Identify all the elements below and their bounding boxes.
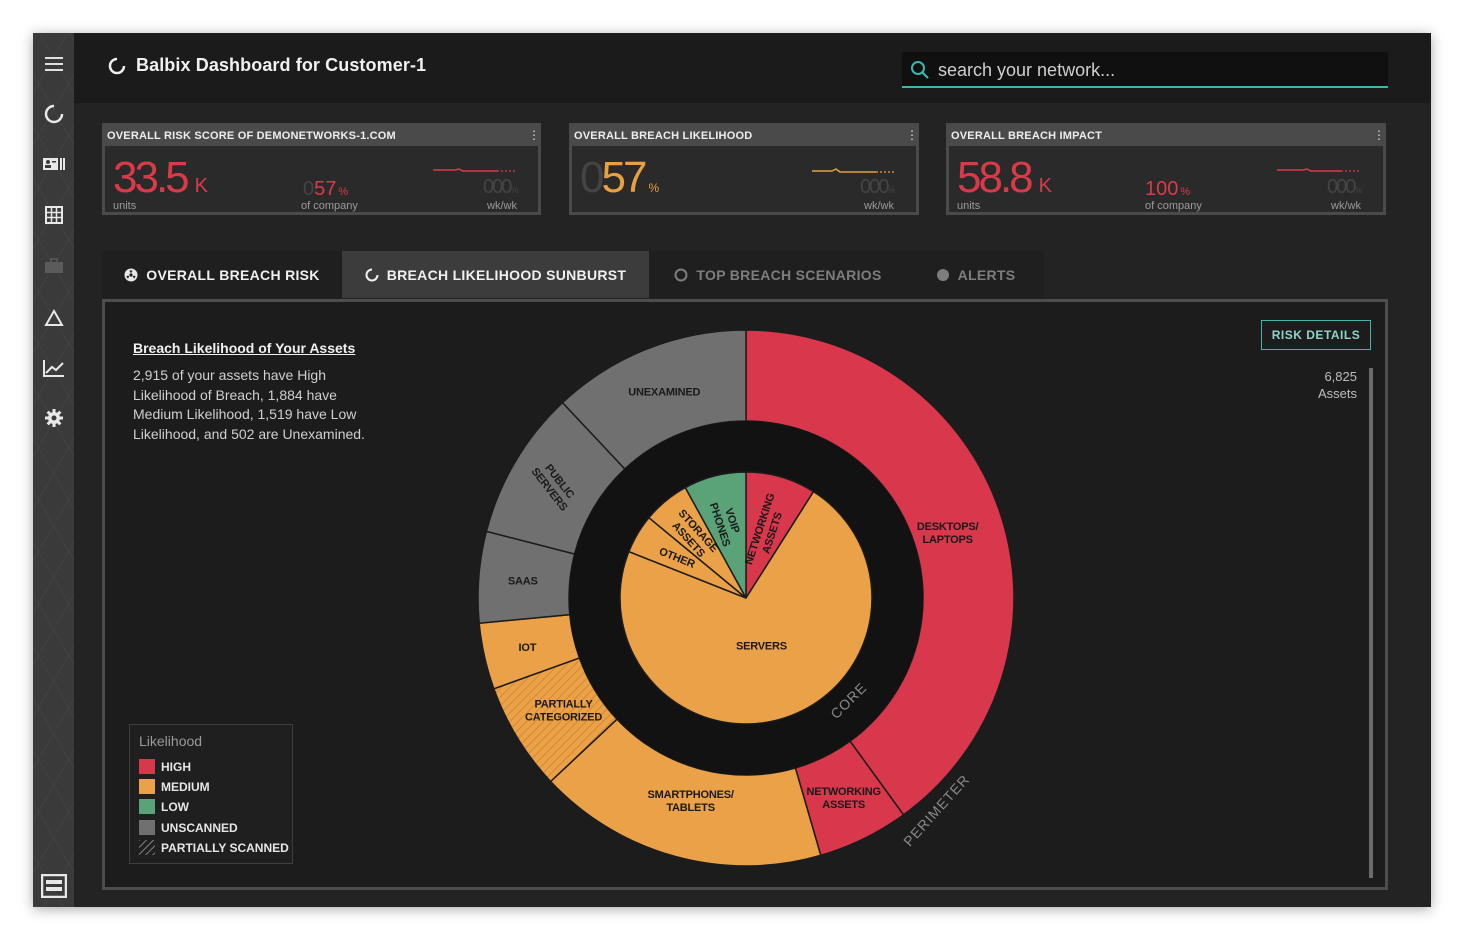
panel-description: 2,915 of your assets have High Likelihoo… xyxy=(133,367,365,442)
legend-item-partially-scanned[interactable]: PARTIALLY SCANNED xyxy=(139,840,289,855)
legend-item-unscanned[interactable]: UNSCANNED xyxy=(139,820,238,835)
sunburst-chart: DESKTOPS/LAPTOPS NETWORKING ASSETS SMARTPHO… xyxy=(477,329,1015,867)
header: Balbix Dashboard for Customer-1 xyxy=(74,33,1431,103)
kpi-value-sub: units xyxy=(957,200,981,212)
briefcase-icon[interactable] xyxy=(41,253,67,279)
dashboard-window: Balbix Dashboard for Customer-1 OVERALL … xyxy=(33,33,1431,907)
menu-icon[interactable] xyxy=(41,51,67,77)
kpi-wk-label: wk/wk xyxy=(864,200,894,212)
kpi-title: OVERALL RISK SCORE OF DEMONETWORKS-1.COM xyxy=(105,126,538,146)
kpi-title: OVERALL BREACH IMPACT xyxy=(949,126,1383,146)
kpi-wk-change: 000% xyxy=(483,176,519,198)
kpi-card-risk-score: OVERALL RISK SCORE OF DEMONETWORKS-1.COM… xyxy=(102,123,541,215)
swatch-low xyxy=(139,799,155,814)
tab-alerts[interactable]: ALERTS xyxy=(907,251,1044,298)
legend-item-medium[interactable]: MEDIUM xyxy=(139,779,210,794)
circle-outline-icon xyxy=(674,268,688,281)
legend-item-low[interactable]: LOW xyxy=(139,799,189,814)
kpi-percent-sub: of company xyxy=(301,200,358,212)
legend-item-high[interactable]: HIGH xyxy=(139,759,191,774)
sunburst-panel: Breach Likelihood of Your Assets 2,915 o… xyxy=(102,299,1388,890)
kpi-value: 057% xyxy=(580,153,660,202)
layout-icon[interactable] xyxy=(41,873,67,899)
segment-label-partially-categorized: PARTIALLY CATEGORIZED xyxy=(525,698,602,723)
swatch-high xyxy=(139,759,155,774)
page-title: Balbix Dashboard for Customer-1 xyxy=(136,55,427,75)
segment-label-iot: IOT xyxy=(519,642,537,654)
segment-label-saas: SAAS xyxy=(508,575,538,587)
asset-count-label: Assets xyxy=(1317,386,1357,401)
asset-scale-bar xyxy=(1369,368,1373,878)
title-area: Balbix Dashboard for Customer-1 xyxy=(108,55,426,76)
perimeter-ring xyxy=(477,329,1015,867)
legend-title: Likelihood xyxy=(139,733,203,749)
kpi-percent: 057% xyxy=(303,178,349,200)
sparkline xyxy=(433,168,517,172)
circle-filled-icon xyxy=(936,268,949,281)
search-input[interactable] xyxy=(936,56,1380,84)
tab-breach-likelihood-sunburst[interactable]: BREACH LIKELIHOOD SUNBURST xyxy=(342,251,649,298)
asset-count: 6,825 Assets xyxy=(1318,368,1357,402)
kpi-wk-label: wk/wk xyxy=(1331,200,1361,212)
asset-count-value: 6,825 xyxy=(1324,369,1357,384)
kpi-wk-label: wk/wk xyxy=(487,200,517,212)
refresh-icon[interactable] xyxy=(41,101,67,127)
kpi-card-breach-impact: OVERALL BREACH IMPACT ⋮ 58.8 K units 100%… xyxy=(946,123,1386,215)
kpi-percent-sub: of company xyxy=(1145,200,1202,212)
swatch-partially-scanned xyxy=(139,840,155,855)
kpi-percent: 100% xyxy=(1145,178,1191,200)
risk-details-button[interactable]: RISK DETAILS xyxy=(1261,320,1371,350)
tab-label: OVERALL BREACH RISK xyxy=(146,266,320,283)
segment-label-smartphones-tablets: SMARTPHONES/TABLETS xyxy=(647,789,733,814)
segment-label-desktops-laptops: DESKTOPS/LAPTOPS xyxy=(917,521,979,546)
tab-bar: OVERALL BREACH RISK BREACH LIKELIHOOD SU… xyxy=(102,251,1044,298)
gear-icon[interactable] xyxy=(41,405,67,431)
kebab-menu-icon[interactable]: ⋮ xyxy=(906,128,918,142)
tab-top-breach-scenarios[interactable]: TOP BREACH SCENARIOS xyxy=(649,251,907,298)
kpi-wk-change: 000% xyxy=(860,176,896,198)
search-box[interactable] xyxy=(902,52,1388,88)
kpi-value: 33.5 K xyxy=(113,153,208,202)
sunburst-segment-voip-phones[interactable] xyxy=(684,471,747,599)
sparkline xyxy=(1277,168,1361,172)
kpi-value: 58.8 K xyxy=(957,153,1052,202)
segment-label-servers: SERVERS xyxy=(736,641,787,653)
search-icon xyxy=(911,61,929,79)
kpi-card-breach-likelihood: OVERALL BREACH LIKELIHOOD ⋮ 057% 000% wk… xyxy=(569,123,919,215)
id-card-icon[interactable] xyxy=(41,151,67,177)
core-ring xyxy=(619,471,873,725)
tab-overall-breach-risk[interactable]: OVERALL BREACH RISK xyxy=(102,251,342,298)
segment-label-unexamined: UNEXAMINED xyxy=(628,387,700,399)
tab-label: TOP BREACH SCENARIOS xyxy=(696,266,882,283)
swatch-medium xyxy=(139,779,155,794)
kebab-menu-icon[interactable]: ⋮ xyxy=(528,128,540,142)
sidebar xyxy=(33,33,74,907)
tab-label: ALERTS xyxy=(957,266,1016,283)
kpi-title: OVERALL BREACH LIKELIHOOD xyxy=(572,126,916,146)
triangle-icon[interactable] xyxy=(41,305,67,331)
kpi-wk-change: 000% xyxy=(1327,176,1363,198)
swatch-unscanned xyxy=(139,820,155,835)
main-content: OVERALL RISK SCORE OF DEMONETWORKS-1.COM… xyxy=(74,103,1431,907)
refresh-icon[interactable] xyxy=(108,57,126,75)
sparkline xyxy=(812,168,896,173)
kpi-value-sub: units xyxy=(113,200,137,212)
grid-icon[interactable] xyxy=(41,202,67,228)
kebab-menu-icon[interactable]: ⋮ xyxy=(1373,128,1385,142)
likelihood-legend: Likelihood HIGH MEDIUM LOW UNSCANNED PAR… xyxy=(129,724,293,864)
sunburst-segment-servers[interactable] xyxy=(619,490,873,725)
panel-heading: Breach Likelihood of Your Assets xyxy=(133,340,356,356)
tab-label: BREACH LIKELIHOOD SUNBURST xyxy=(386,266,627,283)
radiation-icon xyxy=(124,268,138,281)
trend-chart-icon[interactable] xyxy=(41,355,67,381)
refresh-icon xyxy=(365,268,379,281)
